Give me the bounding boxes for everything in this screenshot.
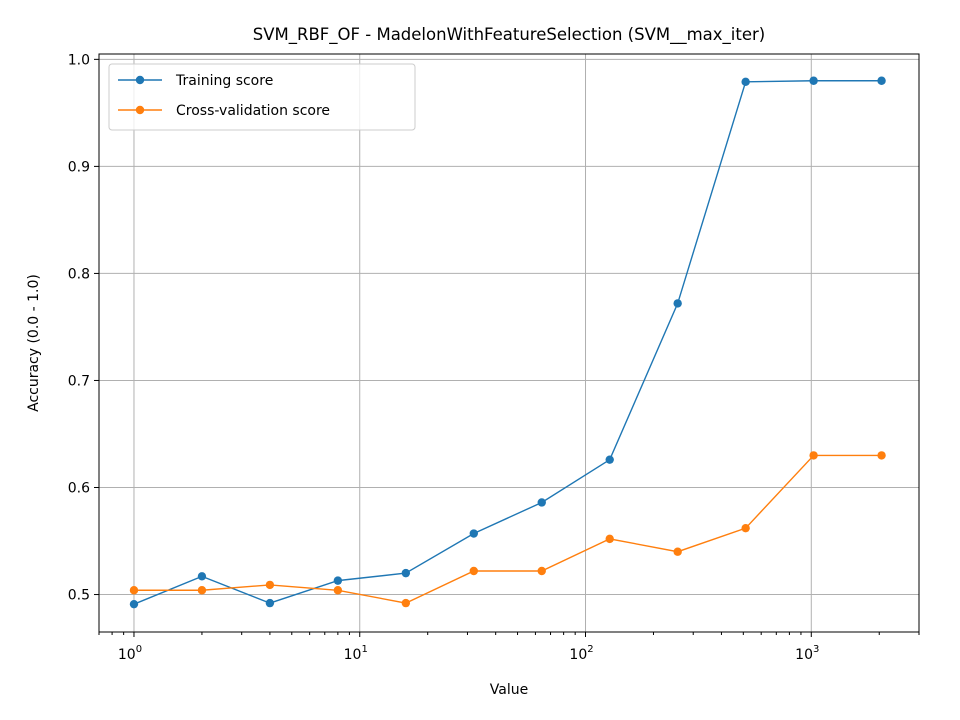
series-line-1	[133, 454, 882, 604]
y-tick-label: 0.6	[68, 481, 90, 497]
y-tick-label: 1.0	[68, 52, 90, 68]
data-point	[401, 568, 411, 578]
data-point	[129, 599, 139, 609]
x-tick-label: 100	[118, 644, 142, 663]
chart-title: SVM_RBF_OF - MadelonWithFeatureSelection…	[253, 25, 765, 45]
legend-marker	[135, 105, 145, 115]
data-point	[673, 547, 682, 556]
data-point	[469, 566, 478, 576]
data-point	[741, 77, 750, 87]
data-point	[333, 576, 343, 585]
y-axis-ticks: 0.5 0.6 0.7 0.8 0.9 1.0	[68, 52, 99, 604]
data-point	[333, 586, 343, 595]
data-point	[537, 566, 546, 576]
data-point	[401, 598, 411, 608]
x-axis-ticks: 100 101 102 103	[98, 632, 920, 663]
legend-marker	[135, 75, 145, 85]
data-point	[605, 534, 614, 544]
data-point	[877, 76, 886, 85]
x-tick-label: 101	[344, 644, 368, 663]
data-point	[877, 451, 886, 460]
data-point	[537, 498, 546, 507]
data-point	[265, 598, 275, 608]
x-tick-label: 103	[795, 644, 819, 663]
y-tick-label: 0.8	[68, 266, 90, 282]
y-tick-label: 0.5	[68, 588, 90, 604]
legend: Training score Cross-validation score	[108, 63, 416, 131]
x-tick-label: 102	[569, 644, 593, 663]
data-point	[809, 451, 818, 460]
grid	[99, 54, 919, 632]
data-point	[673, 299, 682, 308]
y-tick-label: 0.7	[68, 373, 90, 389]
plot-frame	[98, 53, 920, 633]
legend-label: Training score	[175, 73, 273, 89]
legend-label: Cross-validation score	[176, 103, 330, 119]
series-line-0	[133, 80, 882, 605]
data-point	[129, 586, 139, 595]
x-axis-label: Value	[490, 682, 528, 698]
data-point	[197, 572, 207, 581]
data-point	[265, 580, 275, 590]
data-point	[741, 523, 750, 533]
y-axis-label: Accuracy (0.0 - 1.0)	[26, 274, 42, 412]
data-point	[605, 455, 614, 464]
data-point	[469, 529, 478, 538]
data-point	[197, 586, 207, 595]
y-tick-label: 0.9	[68, 159, 90, 175]
data-point	[809, 76, 818, 85]
series	[129, 76, 886, 609]
legend-box	[108, 63, 416, 131]
